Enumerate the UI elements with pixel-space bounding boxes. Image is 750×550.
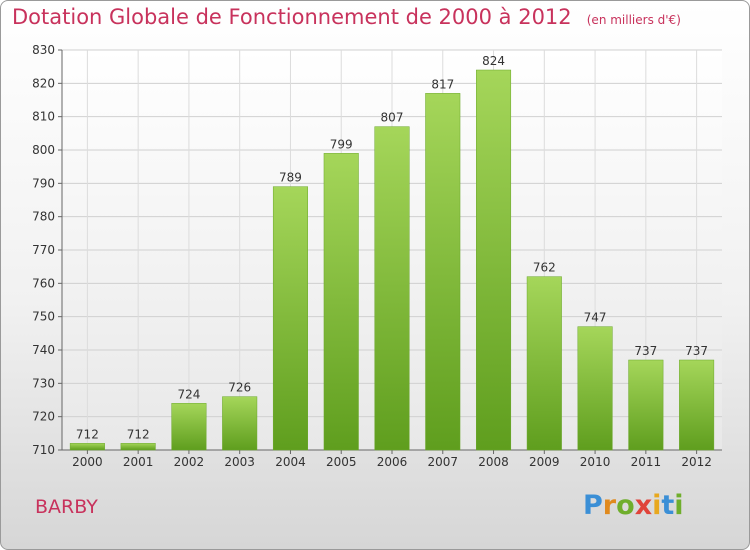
bar-2007 bbox=[425, 93, 461, 451]
proxiti-logo[interactable]: Proxiti bbox=[583, 490, 684, 521]
value-label: 762 bbox=[533, 261, 556, 275]
bar-2005 bbox=[323, 153, 359, 451]
bar-2009 bbox=[526, 276, 562, 451]
logo-letter: P bbox=[583, 490, 603, 521]
y-tick-label: 730 bbox=[32, 376, 55, 390]
value-label: 807 bbox=[381, 111, 404, 125]
value-label: 712 bbox=[76, 427, 99, 441]
value-label: 724 bbox=[177, 387, 200, 401]
value-label: 747 bbox=[584, 311, 607, 325]
value-label: 737 bbox=[685, 344, 708, 358]
x-tick-label: 2002 bbox=[174, 455, 205, 469]
labels: 710 720 730 740 750 760 770 780 790 800 810 820 830 7… bbox=[32, 43, 712, 469]
bar-2002 bbox=[171, 403, 207, 451]
x-tick-label: 2008 bbox=[478, 455, 509, 469]
value-label: 817 bbox=[431, 77, 454, 91]
x-tick-label: 2007 bbox=[427, 455, 458, 469]
bar-2001 bbox=[120, 443, 156, 451]
y-tick-label: 830 bbox=[32, 43, 55, 57]
bar-2000 bbox=[69, 443, 105, 451]
logo-letter: i bbox=[674, 490, 684, 521]
x-tick-label: 2011 bbox=[631, 455, 662, 469]
x-tick-label: 2010 bbox=[580, 455, 611, 469]
logo-letter: t bbox=[661, 490, 675, 521]
x-tick-label: 2006 bbox=[377, 455, 408, 469]
value-label: 824 bbox=[482, 54, 505, 68]
logo-letter: i bbox=[652, 490, 662, 521]
y-tick-label: 760 bbox=[32, 276, 55, 290]
y-tick-label: 820 bbox=[32, 76, 55, 90]
bars bbox=[69, 69, 715, 451]
y-tick-label: 710 bbox=[32, 443, 55, 457]
x-tick-label: 2001 bbox=[123, 455, 154, 469]
value-label: 712 bbox=[127, 427, 150, 441]
logo-letter: o bbox=[616, 490, 635, 521]
commune-name: BARBY bbox=[35, 496, 98, 518]
x-tick-label: 2003 bbox=[224, 455, 255, 469]
logo-letter: x bbox=[634, 490, 653, 521]
value-label: 789 bbox=[279, 171, 302, 185]
value-label: 726 bbox=[228, 381, 251, 395]
x-tick-label: 2009 bbox=[529, 455, 560, 469]
x-tick-label: 2005 bbox=[326, 455, 357, 469]
bar-2003 bbox=[222, 396, 258, 451]
bar-2010 bbox=[577, 326, 613, 451]
value-label: 737 bbox=[634, 344, 657, 358]
bar-2012 bbox=[679, 359, 715, 451]
chart-title: Dotation Globale de Fonctionnement de 20… bbox=[12, 5, 572, 29]
y-tick-label: 810 bbox=[32, 110, 55, 124]
y-tick-label: 780 bbox=[32, 210, 55, 224]
bar-2004 bbox=[272, 186, 308, 451]
y-tick-label: 800 bbox=[32, 143, 55, 157]
x-tick-label: 2004 bbox=[275, 455, 306, 469]
x-tick-label: 2012 bbox=[681, 455, 712, 469]
y-tick-label: 770 bbox=[32, 243, 55, 257]
bar-2011 bbox=[628, 359, 664, 451]
chart-subtitle: (en milliers d'€) bbox=[586, 13, 681, 27]
bar-2006 bbox=[374, 126, 410, 451]
logo-letter: r bbox=[602, 490, 617, 521]
y-tick-label: 750 bbox=[32, 310, 55, 324]
value-label: 799 bbox=[330, 137, 353, 151]
chart-title-block: Dotation Globale de Fonctionnement de 20… bbox=[12, 5, 681, 29]
y-tick-label: 740 bbox=[32, 343, 55, 357]
y-tick-label: 720 bbox=[32, 410, 55, 424]
y-tick-label: 790 bbox=[32, 176, 55, 190]
bar-2008 bbox=[476, 69, 512, 451]
x-tick-label: 2000 bbox=[72, 455, 103, 469]
